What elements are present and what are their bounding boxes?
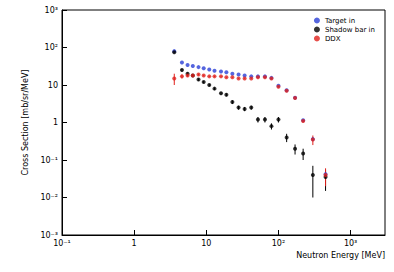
svg-text:10: 10 [201, 239, 211, 248]
svg-text:1: 1 [53, 118, 58, 127]
svg-text:10²: 10² [45, 43, 58, 52]
svg-text:Neutron Energy [MeV]: Neutron Energy [MeV] [296, 251, 385, 260]
svg-text:10⁻³: 10⁻³ [40, 230, 58, 240]
svg-text:10: 10 [48, 81, 58, 90]
svg-text:10³: 10³ [45, 6, 58, 15]
svg-text:10²: 10² [272, 239, 285, 248]
svg-text:10³: 10³ [344, 239, 357, 248]
svg-text:10⁻¹: 10⁻¹ [40, 156, 58, 165]
svg-text:Target in: Target in [324, 17, 355, 25]
svg-text:1: 1 [132, 239, 137, 248]
svg-text:10⁻²: 10⁻² [40, 193, 58, 202]
svg-text:Shadow bar in: Shadow bar in [325, 26, 375, 34]
svg-text:DDX: DDX [325, 35, 341, 43]
svg-text:Cross Section [mb/sr/MeV]: Cross Section [mb/sr/MeV] [21, 70, 30, 176]
svg-text:10⁻¹: 10⁻¹ [53, 239, 71, 248]
